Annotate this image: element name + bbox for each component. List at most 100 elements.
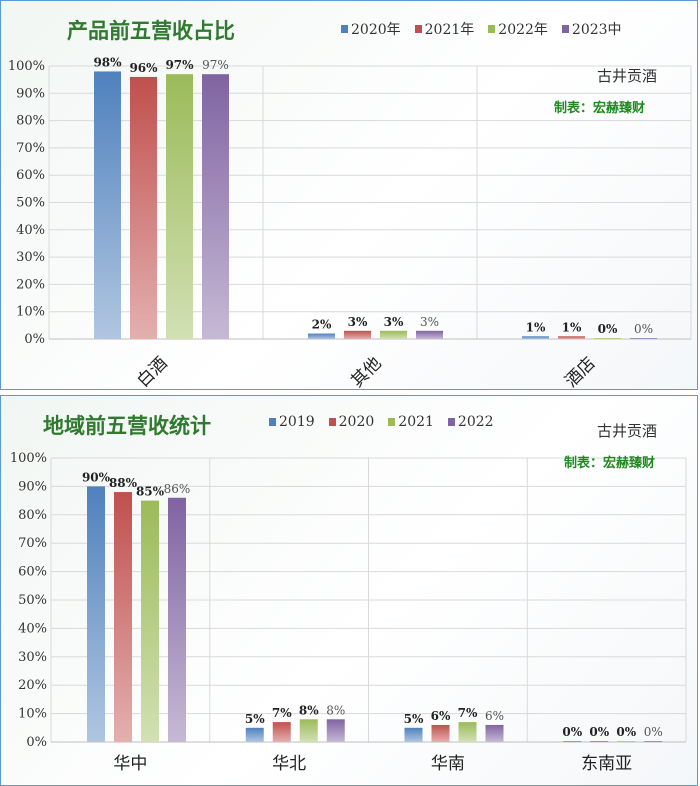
legend-item: 2022年 (488, 19, 548, 39)
legend-item: 2023中 (561, 19, 622, 39)
chart-title: 产品前五营收占比 (67, 19, 235, 43)
data-label: 90% (82, 470, 111, 484)
data-label: 96% (129, 61, 158, 75)
category-label: 白酒 (133, 353, 171, 389)
y-tick-label: 60% (16, 168, 45, 183)
bar (344, 330, 371, 339)
data-label: 0% (616, 725, 636, 739)
bar (563, 741, 582, 742)
legend-swatch (341, 25, 348, 33)
data-label: 0% (634, 322, 653, 336)
bar (94, 71, 121, 340)
data-label: 3% (384, 315, 404, 329)
data-label: 98% (93, 55, 122, 69)
y-tick-label: 30% (18, 650, 47, 665)
data-label: 3% (348, 315, 368, 329)
legend-item: 2021 (388, 414, 434, 430)
legend-label: 2021 (398, 414, 434, 430)
data-label: 0% (589, 725, 609, 739)
legend-label: 2019 (279, 414, 315, 430)
bar (87, 486, 105, 742)
bar (617, 741, 636, 742)
legend-item: 2020年 (341, 19, 401, 39)
bar (308, 333, 335, 339)
data-label: 1% (526, 320, 546, 334)
bar (431, 724, 450, 742)
bar (114, 492, 132, 742)
product-revenue-panel: 产品前五营收占比 2020年 2021年 2022年 2023中 0% 10% 20% 30… (0, 0, 698, 390)
product-revenue-chart: 0% 10% 20% 30% 40% 50% 60% 70% 80% 90% 100% 98% 96% 9… (8, 55, 692, 389)
y-tick-label: 80% (16, 114, 45, 129)
category-label: 华南 (431, 754, 465, 774)
data-label: 6% (485, 709, 504, 723)
maker-note: 制表：宏赫臻财 (564, 456, 656, 471)
data-label: 7% (458, 706, 478, 720)
bar (380, 330, 407, 339)
bar (141, 500, 159, 742)
data-label: 2% (312, 318, 332, 332)
category-label: 华北 (272, 754, 306, 774)
data-label: 97% (202, 58, 229, 72)
data-label: 3% (420, 315, 439, 329)
bar (166, 74, 193, 339)
data-label: 0% (562, 725, 582, 739)
bar (594, 338, 621, 339)
data-label: 7% (272, 706, 292, 720)
data-label: 8% (326, 703, 345, 717)
data-label: 5% (245, 712, 265, 726)
legend-label: 2022 (457, 414, 494, 430)
company-note: 古井贡酒 (597, 422, 658, 440)
bar (416, 330, 443, 339)
bar (590, 741, 609, 742)
y-tick-label: 0% (24, 332, 45, 347)
legend-item: 2019 (269, 414, 315, 430)
legend-swatch (414, 25, 422, 33)
chart-legend: 2020年 2021年 2022年 2023中 (341, 19, 622, 39)
y-tick-label: 10% (16, 305, 45, 320)
region-revenue-chart: 0%10%20%30%40%50%60%70%80%90%100%90%88%8… (10, 451, 687, 774)
bar (245, 727, 264, 742)
data-label: 1% (562, 320, 582, 334)
legend-item: 2021年 (414, 19, 475, 39)
bar (202, 74, 229, 339)
data-label: 0% (598, 322, 618, 336)
legend-swatch (561, 25, 569, 33)
maker-note: 制表：宏赫臻财 (554, 101, 646, 116)
category-label: 其他 (347, 353, 385, 389)
legend-swatch (388, 418, 396, 426)
bar (326, 719, 345, 742)
y-tick-label: 80% (18, 508, 47, 523)
bar (130, 76, 157, 340)
category-label: 华中 (113, 754, 147, 774)
category-label: 酒店 (561, 353, 599, 389)
bar (485, 724, 504, 742)
legend-item: 2022 (447, 414, 494, 430)
bar (558, 336, 585, 339)
bar (404, 727, 423, 742)
legend-label: 2021年 (424, 22, 475, 38)
y-tick-label: 70% (16, 141, 45, 156)
legend-label: 2023中 (571, 22, 622, 38)
legend-swatch (488, 25, 496, 33)
y-tick-label: 20% (16, 277, 45, 292)
bar (168, 497, 186, 742)
bar (522, 336, 549, 339)
legend-item: 2020 (328, 414, 375, 430)
legend-swatch (269, 418, 276, 426)
data-label: 86% (164, 482, 191, 496)
y-tick-label: 100% (10, 451, 47, 466)
chart-legend: 2019 2020 2021 2022 (269, 414, 494, 430)
data-label: 88% (109, 476, 138, 490)
data-label: 85% (136, 485, 165, 499)
bar (458, 722, 477, 742)
legend-label: 2020年 (351, 22, 401, 38)
bar (272, 722, 291, 742)
legend-label: 2022年 (498, 22, 548, 38)
chart-title: 地域前五营收统计 (43, 414, 211, 438)
y-tick-label: 40% (16, 223, 45, 238)
y-tick-label: 30% (16, 250, 45, 265)
y-tick-label: 50% (16, 196, 45, 211)
y-tick-label: 0% (26, 735, 47, 750)
bar (299, 719, 318, 742)
legend-label: 2020 (338, 414, 375, 430)
